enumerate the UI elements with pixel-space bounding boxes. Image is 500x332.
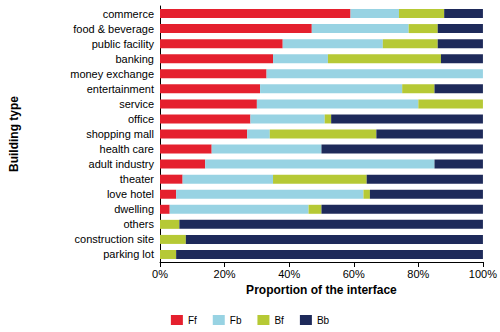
svg-text:banking: banking xyxy=(115,53,154,65)
svg-text:shopping mall: shopping mall xyxy=(86,128,154,140)
svg-text:Bb: Bb xyxy=(317,315,330,326)
svg-text:office: office xyxy=(128,113,154,125)
svg-text:construction site: construction site xyxy=(75,233,154,245)
svg-text:Fb: Fb xyxy=(230,315,242,326)
svg-text:money exchange: money exchange xyxy=(70,68,154,80)
svg-text:80%: 80% xyxy=(407,268,429,280)
svg-text:60%: 60% xyxy=(343,268,365,280)
svg-text:Proportion of the interface: Proportion of the interface xyxy=(246,283,397,297)
svg-text:adult industry: adult industry xyxy=(89,158,155,170)
svg-text:Bf: Bf xyxy=(274,315,284,326)
svg-text:entertainment: entertainment xyxy=(87,83,154,95)
svg-text:20%: 20% xyxy=(214,268,236,280)
svg-text:health care: health care xyxy=(100,143,154,155)
svg-text:100%: 100% xyxy=(469,268,497,280)
svg-text:parking lot: parking lot xyxy=(103,248,154,260)
svg-text:service: service xyxy=(119,98,154,110)
svg-text:dwelling: dwelling xyxy=(114,203,154,215)
svg-text:Building type: Building type xyxy=(7,96,21,172)
svg-text:food & beverage: food & beverage xyxy=(73,23,154,35)
svg-text:Ff: Ff xyxy=(188,315,197,326)
svg-text:commerce: commerce xyxy=(103,8,154,20)
svg-text:public facility: public facility xyxy=(92,38,155,50)
svg-text:love hotel: love hotel xyxy=(107,188,154,200)
svg-text:40%: 40% xyxy=(278,268,300,280)
svg-text:theater: theater xyxy=(120,173,155,185)
svg-text:0%: 0% xyxy=(152,268,168,280)
svg-text:others: others xyxy=(123,218,154,230)
